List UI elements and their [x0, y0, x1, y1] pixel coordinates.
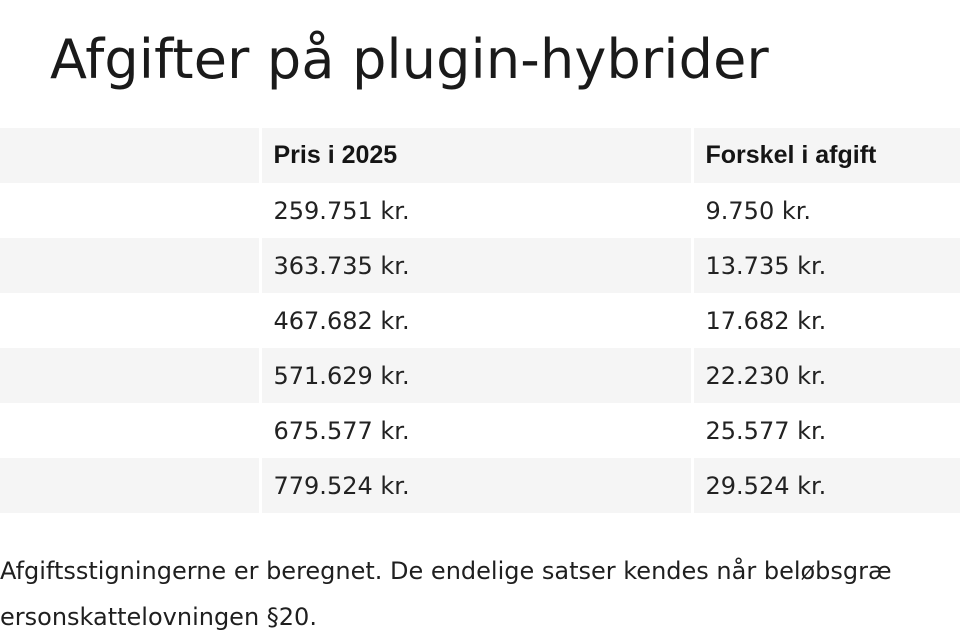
footnote: Afgiftsstigningerne er beregnet. De ende…	[0, 548, 960, 640]
table-row: 363.735 kr. 13.735 kr.	[0, 238, 960, 293]
price-cell: 571.629 kr.	[258, 348, 692, 403]
row-label	[0, 458, 260, 513]
price-cell: 779.524 kr.	[258, 458, 692, 513]
row-label	[0, 293, 260, 348]
difference-cell: 17.682 kr.	[690, 293, 960, 348]
table-row: 467.682 kr. 17.682 kr.	[0, 293, 960, 348]
price-cell: 363.735 kr.	[258, 238, 692, 293]
table-row: 571.629 kr. 22.230 kr.	[0, 348, 960, 403]
footnote-line: Afgiftsstigningerne er beregnet. De ende…	[0, 557, 892, 585]
table-row: 675.577 kr. 25.577 kr.	[0, 403, 960, 458]
row-label	[0, 403, 260, 458]
column-header-difference: Forskel i afgift	[690, 128, 960, 183]
difference-cell: 25.577 kr.	[690, 403, 960, 458]
table-row: 779.524 kr. 29.524 kr.	[0, 458, 960, 513]
column-header-price: Pris i 2025	[258, 128, 692, 183]
price-cell: 467.682 kr.	[258, 293, 692, 348]
row-label	[0, 238, 260, 293]
row-label	[0, 183, 260, 238]
difference-cell: 29.524 kr.	[690, 458, 960, 513]
column-header-label	[0, 128, 260, 183]
table-row: 259.751 kr. 9.750 kr.	[0, 183, 960, 238]
difference-cell: 13.735 kr.	[690, 238, 960, 293]
footnote-line: ersonskattelovningen §20.	[0, 603, 317, 631]
price-cell: 675.577 kr.	[258, 403, 692, 458]
fee-table: Pris i 2025 Forskel i afgift 259.751 kr.…	[0, 128, 960, 513]
row-label	[0, 348, 260, 403]
difference-cell: 9.750 kr.	[690, 183, 960, 238]
difference-cell: 22.230 kr.	[690, 348, 960, 403]
price-cell: 259.751 kr.	[258, 183, 692, 238]
table-header-row: Pris i 2025 Forskel i afgift	[0, 128, 960, 183]
page-title: Afgifter på plugin-hybrider	[50, 28, 769, 91]
